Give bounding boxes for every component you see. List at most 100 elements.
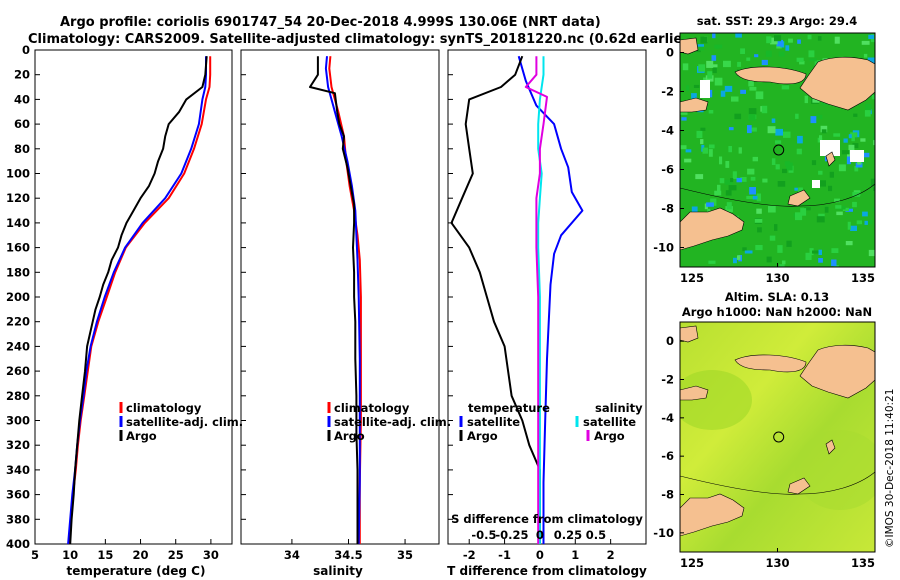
sst-cell — [748, 114, 756, 121]
sst-cell — [755, 91, 764, 100]
sst-cell — [734, 113, 742, 120]
series-line-climatology — [328, 56, 362, 544]
sst-cell — [820, 125, 828, 133]
sst-cell — [782, 260, 786, 265]
sst-cell — [737, 255, 741, 260]
sst-cell — [796, 57, 804, 62]
sst-cell — [788, 38, 793, 43]
sst-cell — [796, 148, 802, 155]
y-tick-label: 0 — [22, 43, 30, 57]
sst-cell — [719, 156, 723, 165]
sst-cell — [724, 179, 733, 185]
sla-map-title-line1: Altim. SLA: 0.13 — [725, 290, 829, 304]
y-tick-label: 200 — [6, 290, 30, 304]
x-tick-label: 30 — [203, 548, 219, 562]
sst-cell — [833, 133, 841, 137]
x-tick-label: 35 — [397, 548, 413, 562]
sst-cell — [786, 240, 792, 247]
sst-cell — [845, 208, 853, 212]
sst-cell — [711, 55, 717, 61]
s-tick-label: 0.25 — [554, 528, 582, 542]
map-y-tick-label: -8 — [661, 202, 674, 216]
sst-cell — [818, 170, 823, 175]
sst-cell — [732, 171, 737, 179]
y-tick-label: 80 — [14, 142, 30, 156]
sst-cell — [742, 247, 747, 252]
sst-cell — [746, 195, 754, 200]
sst-cell — [818, 258, 823, 263]
sst-cell — [868, 219, 873, 225]
salinity-series — [309, 56, 362, 544]
sst-cell — [809, 248, 814, 256]
sst-cell — [868, 34, 874, 39]
map-x-tick-label: 125 — [680, 556, 704, 570]
sst-cell — [774, 35, 782, 42]
sst-cell — [706, 60, 714, 68]
sst-cell — [778, 51, 785, 57]
sst-cell — [726, 202, 732, 210]
sst-cell — [755, 245, 763, 251]
map-y-tick-label: 0 — [666, 334, 674, 348]
y-tick-label: 20 — [14, 68, 30, 82]
sst-cell — [681, 117, 687, 121]
y-tick-label: 280 — [6, 389, 30, 403]
series-line-satellite-adj-clim- — [324, 56, 361, 544]
sst-cell — [804, 207, 811, 211]
sst-cell — [756, 208, 762, 214]
sst-cell — [767, 126, 776, 134]
y-tick-label: 300 — [6, 414, 30, 428]
sst-cell — [783, 131, 791, 138]
sst-cell — [853, 113, 858, 117]
land-newguinea-sst — [799, 56, 875, 111]
y-tick-label: 140 — [6, 216, 30, 230]
x-tick-label: 20 — [133, 548, 149, 562]
y-tick-label: 260 — [6, 364, 30, 378]
x-tick-label: 5 — [31, 548, 39, 562]
sst-cell — [707, 208, 711, 214]
sst-cell — [851, 133, 855, 142]
x-tick-label: 34.5 — [334, 548, 362, 562]
land-aru-sla — [825, 439, 836, 455]
sst-cell — [854, 166, 859, 172]
sst-cell — [682, 63, 689, 71]
sst-cell — [812, 96, 820, 103]
temperature-x-axis: 5 10 15 20 25 30 — [31, 539, 219, 562]
land-tanimbar-sla — [787, 477, 811, 495]
sst-cell — [812, 250, 819, 254]
sst-map-title: sat. SST: 29.3 Argo: 29.4 — [697, 14, 857, 28]
sst-cell — [805, 252, 812, 260]
sst-cell — [719, 178, 725, 184]
y-tick-label: 160 — [6, 241, 30, 255]
sst-cell — [800, 208, 807, 216]
sst-missing-cell — [700, 80, 710, 98]
sla-patch — [795, 430, 875, 510]
series-line-argo — [69, 56, 208, 544]
series-line-climatology — [67, 56, 212, 544]
sst-cell — [768, 205, 776, 213]
sst-cell — [708, 260, 716, 264]
s-tick-label: -0.25 — [495, 528, 528, 542]
land-seram-sla — [734, 354, 807, 373]
sst-cell — [863, 53, 868, 58]
sst-cell — [868, 249, 875, 257]
salinity-legend: climatology satellite-adj. clim. Argo — [327, 401, 451, 443]
sst-cell — [730, 178, 734, 183]
difference-x-axis: -2 -1 0 1 2 — [463, 539, 615, 562]
map-y-tick-label: -4 — [661, 411, 674, 425]
sst-cell — [818, 213, 825, 218]
sst-cell — [828, 185, 833, 192]
sst-cell — [769, 235, 776, 241]
sst-cell — [785, 45, 790, 51]
y-tick-label: 400 — [6, 537, 30, 551]
sst-cell — [765, 50, 772, 57]
sst-cell — [700, 127, 706, 131]
sst-cell — [709, 144, 715, 149]
sst-cell — [717, 184, 721, 192]
sst-cell — [831, 259, 837, 267]
sst-cell — [740, 48, 745, 54]
x-tick-label: 15 — [97, 548, 113, 562]
sst-cell — [761, 105, 768, 114]
sst-cell — [680, 145, 687, 150]
legend-label-satellite: satellite-adj. clim. — [334, 415, 451, 429]
